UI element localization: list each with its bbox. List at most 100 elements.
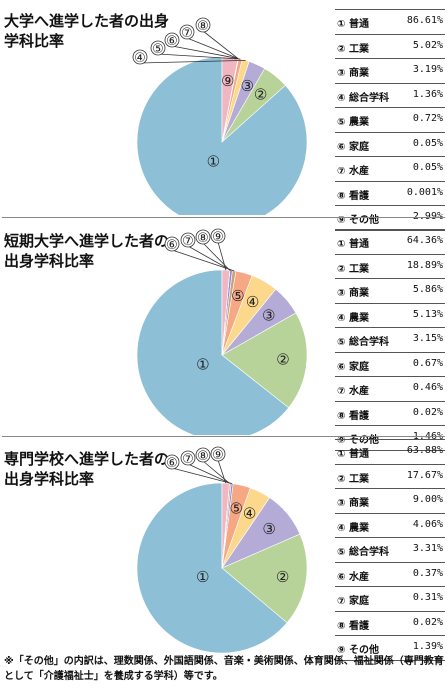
legend-value: 0.46% — [412, 382, 443, 393]
slice-number-label: ② — [276, 568, 289, 586]
legend-value: 0.37% — [412, 567, 443, 579]
slice-number-label: ① — [207, 152, 220, 170]
pie-slice — [136, 56, 308, 215]
legend-row: ① 普通 63.88% — [335, 439, 445, 465]
slice-number-label: ⑦ — [181, 26, 193, 41]
legend-label: ⑤ 総合学科 — [337, 337, 389, 348]
legend-label: ⑥ 水産 — [337, 571, 369, 583]
leader-line — [202, 460, 230, 484]
legend-value: 1.36% — [412, 88, 443, 100]
slice-number-label: ① — [196, 568, 209, 586]
legend-row: ② 工業 18.89% — [335, 255, 445, 279]
leader-line — [157, 53, 241, 60]
leader-line — [217, 241, 227, 271]
leader-line — [171, 467, 233, 484]
slice-number-label: ⑦ — [182, 452, 194, 467]
legend-row: ⑤ 農業 0.72% — [335, 108, 445, 133]
legend-label: ⑧ 看護 — [337, 620, 369, 632]
chart-title: 大学へ進学した者の出身学科比率 — [4, 12, 170, 50]
legend-label: ⑨ その他 — [337, 215, 379, 226]
slice-number-label: ⑧ — [197, 19, 209, 34]
pie-slice — [136, 269, 290, 435]
legend-value: 0.31% — [412, 592, 443, 603]
legend-row: ① 普通 86.61% — [335, 9, 445, 35]
label-bubble — [164, 32, 180, 48]
leader-line — [202, 242, 231, 271]
legend-row: ② 工業 17.67% — [335, 465, 445, 489]
legend-value: 3.15% — [412, 333, 443, 344]
leader-line — [171, 45, 239, 59]
footnote: ※「その他」の内訳は、理数関係、外国語関係、音楽・美術関係、体育関係、福祉関係（… — [4, 656, 444, 682]
legend-row: ① 普通 64.36% — [335, 229, 445, 255]
pie-chart: ① ② ③④⑤ ⑥ ⑦ ⑧ ⑨ — [136, 228, 308, 435]
slice-number-label: ⑧ — [197, 449, 209, 464]
legend-label: ⑦ 家庭 — [337, 596, 369, 607]
slice-number-label: ② — [254, 86, 267, 104]
label-bubble — [179, 24, 195, 40]
legend-label: ③ 商業 — [337, 68, 369, 79]
leader-line — [202, 30, 239, 59]
legend-label: ④ 農業 — [337, 522, 369, 534]
legend-row: ⑨ その他 2.99% — [335, 206, 445, 231]
legend-label: ⑥ 家庭 — [337, 361, 369, 373]
legend-row: ⑤ 総合学科 3.31% — [335, 538, 445, 563]
legend-row: ⑨ その他 1.39% — [335, 636, 445, 661]
legend-label: ① 普通 — [337, 449, 369, 460]
legend-row: ③ 商業 9.00% — [335, 489, 445, 514]
slice-number-label: ⑧ — [197, 231, 209, 246]
legend-value: 4.06% — [412, 518, 443, 530]
legend: ① 普通 64.36% ② 工業 18.89% ③ 商業 5.86% ④ 農業 5.13% ⑤ … — [335, 229, 445, 451]
legend-label: ① 普通 — [337, 19, 369, 30]
pie-slice — [136, 482, 288, 653]
legend-row: ⑦ 水産 0.05% — [335, 157, 445, 182]
legend-value: 3.19% — [412, 64, 443, 75]
legend-value: 0.05% — [412, 162, 443, 173]
legend-label: ⑧ 看護 — [337, 190, 369, 202]
legend-value: 0.02% — [412, 406, 443, 418]
legend-row: ⑧ 看護 0.02% — [335, 402, 445, 426]
slice-number-label: ③ — [262, 306, 275, 324]
slice-number-label: ⑤ — [152, 42, 164, 57]
leader-line — [187, 463, 231, 484]
slice-number-label: ④ — [243, 504, 256, 522]
slice-number-label: ④ — [134, 51, 146, 66]
legend-row: ③ 商業 3.19% — [335, 59, 445, 84]
legend-label: ⑥ 家庭 — [337, 141, 369, 153]
legend-label: ② 工業 — [337, 43, 369, 55]
slice-number-label: ⑤ — [230, 499, 243, 517]
slice-number-label: ④ — [246, 293, 259, 311]
label-bubble — [195, 447, 211, 463]
legend-row: ③ 商業 5.86% — [335, 279, 445, 304]
slice-number-label: ⑤ — [231, 287, 244, 305]
label-bubble — [210, 446, 226, 462]
slice-number-label: ① — [196, 355, 209, 373]
slice-number-label: ⑨ — [221, 72, 234, 90]
pie-slice — [221, 312, 308, 409]
legend-value: 86.61% — [406, 15, 443, 26]
slice-number-label: ⑥ — [166, 34, 178, 49]
legend-value: 0.67% — [412, 357, 443, 369]
chart-title: 専門学校へ進学した者の出身学科比率 — [4, 450, 170, 488]
legend-row: ⑧ 看護 0.001% — [335, 182, 445, 206]
legend-value: 5.86% — [412, 284, 443, 295]
legend: ① 普通 86.61% ② 工業 5.02% ③ 商業 3.19% ④ 総合学科 1.36% ⑤… — [335, 9, 445, 231]
legend-label: ⑤ 総合学科 — [337, 547, 389, 558]
legend-row: ⑦ 水産 0.46% — [335, 377, 445, 402]
divider — [2, 217, 445, 218]
slice-number-label: ③ — [262, 520, 275, 538]
legend-value: 1.39% — [412, 641, 443, 652]
legend-row: ④ 農業 4.06% — [335, 514, 445, 538]
slice-number-label: ② — [276, 351, 289, 369]
legend-label: ④ 総合学科 — [337, 92, 389, 104]
legend-row: ② 工業 5.02% — [335, 35, 445, 59]
legend-label: ② 工業 — [337, 263, 369, 275]
legend-value: 9.00% — [412, 494, 443, 505]
legend-label: ⑧ 看護 — [337, 410, 369, 422]
label-bubble — [195, 17, 211, 33]
legend-row: ④ 総合学科 1.36% — [335, 84, 445, 108]
label-bubble — [164, 454, 180, 470]
legend-value: 0.72% — [412, 113, 443, 124]
legend-value: 3.31% — [412, 543, 443, 554]
